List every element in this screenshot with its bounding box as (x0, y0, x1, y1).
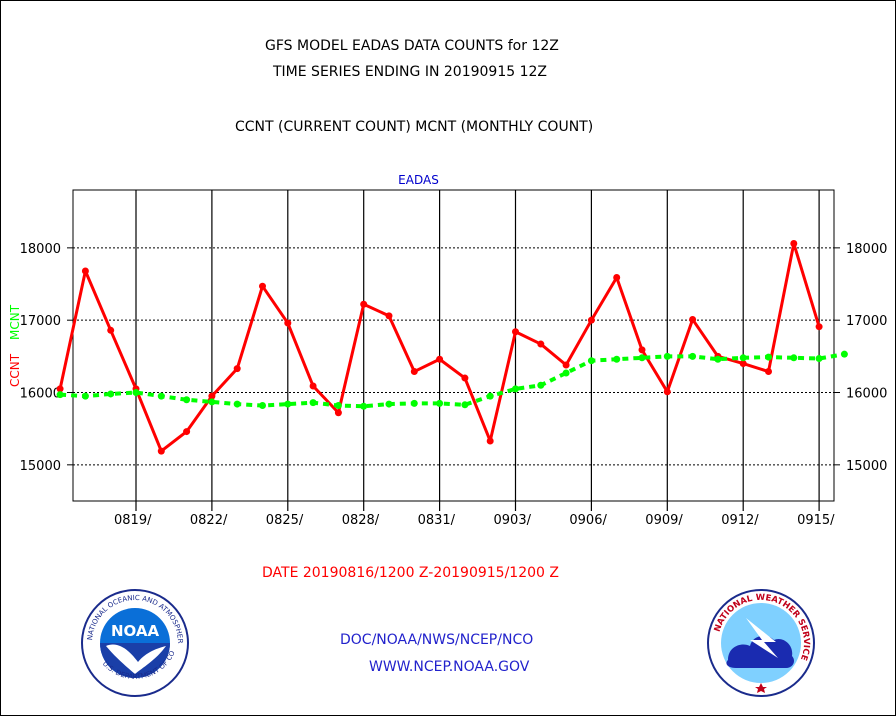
data-point-mcnt (537, 381, 545, 389)
data-point-mcnt (309, 399, 317, 407)
data-point-mcnt (183, 396, 191, 404)
date-range-label: DATE 20190816/1200 Z-20190915/1200 Z (262, 565, 559, 581)
nws-logo-icon: NATIONAL WEATHER SERVICE (707, 589, 815, 697)
data-point-ccnt (689, 315, 697, 323)
y-tick-label-left: 16000 (20, 387, 61, 402)
data-point-mcnt (233, 400, 241, 408)
series-line-mcnt (59, 352, 845, 409)
data-point-mcnt (461, 401, 469, 409)
panel-title: EADAS (398, 173, 439, 187)
data-point-mcnt (638, 354, 646, 362)
data-point-mcnt (714, 355, 722, 363)
x-tick-label: 0831/ (418, 513, 456, 528)
data-point-mcnt (815, 355, 823, 363)
data-point-ccnt (587, 316, 595, 324)
data-point-ccnt (360, 300, 368, 308)
noaa-logo-icon: NOAA NATIONAL OCEANIC AND ATMOSPHERIC AD… (80, 588, 189, 697)
data-point-mcnt (284, 400, 292, 408)
x-tick-label: 0825/ (266, 513, 304, 528)
data-point-ccnt (56, 385, 64, 393)
y-tick-label-left: 18000 (20, 242, 61, 257)
data-point-mcnt (259, 402, 266, 410)
x-tick-label: 0915/ (797, 513, 835, 528)
data-point-ccnt (385, 312, 393, 320)
data-point-mcnt (208, 398, 216, 406)
data-point-ccnt (638, 346, 646, 354)
y-tick-label-right: 17000 (846, 314, 887, 329)
data-point-mcnt (410, 399, 418, 407)
url-label: WWW.NCEP.NOAA.GOV (369, 659, 530, 675)
chart-title-line2: TIME SERIES ENDING IN 20190915 12Z (273, 64, 547, 80)
x-tick-label: 0906/ (569, 513, 607, 528)
x-tick-label: 0912/ (721, 513, 759, 528)
y-tick-label-right: 15000 (846, 459, 887, 474)
org-label: DOC/NOAA/NWS/NCEP/NCO (340, 632, 534, 648)
data-point-ccnt (284, 319, 292, 327)
data-point-mcnt (512, 385, 519, 393)
data-point-mcnt (587, 357, 595, 365)
data-point-ccnt (537, 340, 545, 348)
data-point-mcnt (840, 350, 848, 358)
star-icon (755, 683, 767, 693)
data-point-mcnt (663, 352, 671, 360)
x-tick-label: 0822/ (190, 513, 228, 528)
data-point-ccnt (183, 428, 191, 436)
data-point-ccnt (512, 328, 519, 336)
chart-title-line1: GFS MODEL EADAS DATA COUNTS for 12Z (265, 38, 559, 54)
data-point-ccnt (486, 437, 494, 445)
data-point-ccnt (663, 388, 671, 396)
data-point-mcnt (81, 392, 89, 400)
y-tick-label-left: 17000 (20, 314, 61, 329)
y-tick-label-right: 18000 (846, 242, 887, 257)
data-point-mcnt (562, 369, 570, 377)
data-point-mcnt (56, 391, 64, 399)
data-point-ccnt (436, 355, 444, 363)
data-point-ccnt (410, 368, 418, 376)
data-point-mcnt (613, 355, 621, 363)
y-tick-label-right: 16000 (846, 387, 887, 402)
x-tick-label: 0819/ (114, 513, 152, 528)
data-point-mcnt (790, 354, 798, 362)
data-point-ccnt (562, 361, 570, 369)
data-point-mcnt (436, 399, 444, 407)
x-tick-label: 0903/ (494, 513, 532, 528)
data-point-ccnt (233, 365, 241, 373)
data-point-mcnt (132, 389, 140, 397)
data-point-ccnt (765, 368, 772, 376)
plot-area (72, 189, 835, 502)
data-point-ccnt (107, 326, 115, 334)
noaa-logo-text: NOAA (111, 622, 160, 640)
data-point-mcnt (360, 402, 368, 410)
y-axis-label-mcnt: MCNT (8, 304, 22, 340)
data-point-ccnt (739, 360, 747, 368)
data-point-mcnt (486, 392, 494, 400)
data-point-ccnt (613, 274, 621, 282)
data-point-mcnt (765, 353, 772, 361)
data-point-mcnt (107, 390, 115, 398)
data-point-ccnt (259, 282, 266, 290)
x-tick-label: 0828/ (342, 513, 380, 528)
data-point-mcnt (385, 400, 393, 408)
data-point-ccnt (309, 382, 317, 390)
data-point-mcnt (689, 352, 697, 360)
data-point-ccnt (157, 447, 165, 455)
data-point-mcnt (334, 402, 342, 410)
y-axis-label-ccnt: CCNT (8, 353, 22, 387)
chart-subtitle: CCNT (CURRENT COUNT) MCNT (MONTHLY COUNT… (235, 119, 594, 135)
data-point-mcnt (739, 354, 747, 362)
data-point-ccnt (208, 392, 216, 400)
data-point-ccnt (461, 374, 469, 382)
y-tick-label-left: 15000 (20, 459, 61, 474)
data-point-ccnt (334, 409, 342, 417)
data-point-ccnt (81, 267, 89, 275)
data-point-ccnt (790, 240, 798, 248)
data-point-mcnt (157, 392, 165, 400)
x-tick-label: 0909/ (645, 513, 683, 528)
data-point-ccnt (815, 323, 823, 331)
